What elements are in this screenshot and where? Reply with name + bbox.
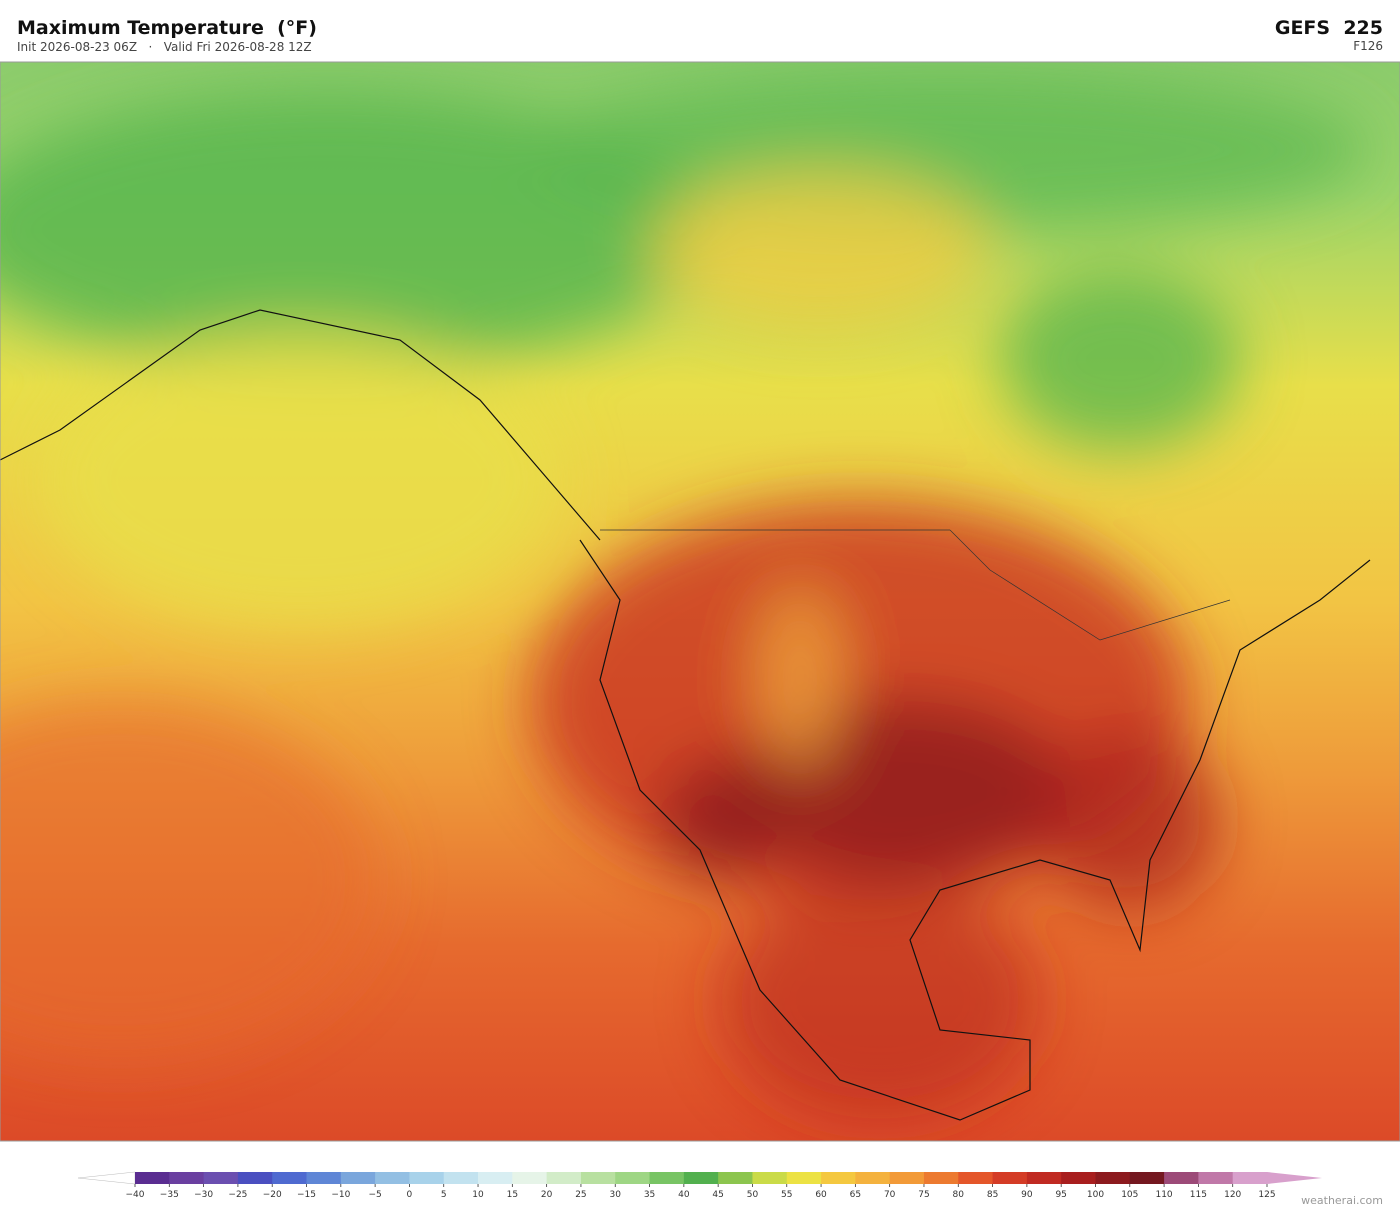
colorbar-segment — [1232, 1172, 1268, 1184]
title: Maximum Temperature (°F) — [17, 17, 317, 39]
colorbar-tick-label: 20 — [541, 1190, 553, 1200]
colorbar-tick-label: −20 — [263, 1190, 282, 1200]
colorbar-tick-label: −35 — [160, 1190, 179, 1200]
colorbar-segment — [546, 1172, 582, 1184]
colorbar-segment — [1061, 1172, 1096, 1184]
colorbar-segment — [683, 1172, 719, 1184]
colorbar-segment — [821, 1172, 856, 1184]
colorbar-tick-label: 105 — [1121, 1190, 1138, 1200]
colorbar-tick-label: 75 — [918, 1190, 929, 1200]
colorbar-tick-label: 125 — [1258, 1190, 1275, 1200]
colorbar-segment — [752, 1172, 788, 1184]
model-name: GEFS 225 — [1275, 17, 1383, 39]
colorbar-segment — [340, 1172, 376, 1184]
colorbar-tick-label: −15 — [297, 1190, 316, 1200]
colorbar-under — [77, 1171, 136, 1185]
colorbar-segment — [169, 1172, 205, 1184]
colorbar-tick-label: −30 — [194, 1190, 213, 1200]
colorbar-tick-label: −40 — [126, 1190, 145, 1200]
colorbar-segment — [306, 1172, 342, 1184]
colorbar-tick-label: 80 — [953, 1190, 965, 1200]
colorbar-tick-label: 70 — [884, 1190, 896, 1200]
colorbar-segment — [409, 1172, 445, 1184]
colorbar-segment — [237, 1172, 273, 1184]
colorbar-segment — [1164, 1172, 1199, 1184]
colorbar-segment — [1095, 1172, 1131, 1184]
temperature-map — [0, 62, 1400, 1141]
colorbar-tick-label: 5 — [441, 1190, 447, 1200]
colorbar-tick-label: 25 — [575, 1190, 586, 1200]
colorbar-segment — [923, 1172, 959, 1184]
colorbar-segment — [992, 1172, 1028, 1184]
colorbar-segment — [1198, 1172, 1234, 1184]
colorbar-tick-label: 95 — [1055, 1190, 1066, 1200]
colorbar-segment — [786, 1172, 822, 1184]
colorbar-tick-label: 120 — [1224, 1190, 1241, 1200]
colorbar-tick-label: 45 — [712, 1190, 723, 1200]
colorbar-over — [1267, 1172, 1322, 1184]
colorbar-tick-label: −5 — [368, 1190, 381, 1200]
colorbar-tick-label: 60 — [815, 1190, 827, 1200]
watermark: weatherai.com — [1301, 1194, 1383, 1207]
colorbar-segment — [135, 1172, 170, 1184]
colorbar-segment — [1026, 1172, 1062, 1184]
colorbar-tick-label: −10 — [331, 1190, 350, 1200]
colorbar-tick-label: 110 — [1155, 1190, 1172, 1200]
colorbar-tick-label: −25 — [228, 1190, 247, 1200]
colorbar-tick-label: 65 — [850, 1190, 861, 1200]
colorbar-tick-label: 15 — [507, 1190, 518, 1200]
colorbar-tick-label: 55 — [781, 1190, 792, 1200]
colorbar-tick-label: 40 — [678, 1190, 690, 1200]
colorbar-tick-label: 115 — [1190, 1190, 1207, 1200]
colorbar-tick-label: 35 — [644, 1190, 655, 1200]
colorbar-tick-label: 90 — [1021, 1190, 1033, 1200]
colorbar-segment — [443, 1172, 479, 1184]
colorbar: −40 −35 −30 −25 −20 −15 −10 −5 0 5 10 15 20 25 30 35 40 4… — [77, 1171, 1322, 1200]
colorbar-segment — [718, 1172, 753, 1184]
forecast-hour: F126 — [1353, 39, 1383, 53]
colorbar-segment — [958, 1172, 994, 1184]
colorbar-segment — [375, 1172, 410, 1184]
colorbar-tick-label: 50 — [747, 1190, 759, 1200]
subtitle: Init 2026-08-23 06Z · Valid Fri 2026-08-… — [17, 40, 312, 54]
colorbar-tick-label: 85 — [987, 1190, 998, 1200]
colorbar-segment — [512, 1172, 548, 1184]
colorbar-segment — [203, 1172, 239, 1184]
colorbar-tick-label: 100 — [1087, 1190, 1104, 1200]
colorbar-tick-label: 10 — [472, 1190, 484, 1200]
colorbar-tick-label: 30 — [610, 1190, 622, 1200]
colorbar-tick-label: 0 — [407, 1190, 413, 1200]
colorbar-segment — [1129, 1172, 1165, 1184]
colorbar-segment — [855, 1172, 891, 1184]
colorbar-segment — [649, 1172, 685, 1184]
colorbar-segment — [580, 1172, 616, 1184]
colorbar-segment — [615, 1172, 651, 1184]
colorbar-segment — [478, 1172, 513, 1184]
colorbar-segment — [272, 1172, 308, 1184]
colorbar-segment — [889, 1172, 925, 1184]
